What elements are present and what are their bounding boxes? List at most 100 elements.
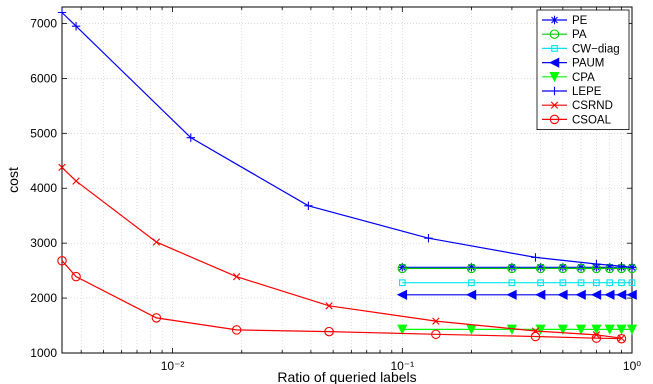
data-point <box>431 329 441 340</box>
legend-label: CW−diag <box>572 43 620 55</box>
data-point <box>575 324 587 335</box>
data-point <box>591 324 602 335</box>
y-tick-label: 7000 <box>30 16 57 30</box>
y-axis-label: cost <box>5 167 21 193</box>
data-point <box>507 263 517 272</box>
data-point <box>71 22 81 31</box>
data-point <box>186 133 195 142</box>
legend-entry: CSRND <box>542 100 613 112</box>
y-tick-label: 3000 <box>30 236 57 250</box>
legend-box <box>536 9 630 130</box>
data-point <box>468 279 475 287</box>
series-7 <box>57 255 627 344</box>
data-point <box>232 272 241 281</box>
data-point <box>590 289 602 300</box>
data-point <box>592 331 601 339</box>
legend-marker <box>550 15 559 25</box>
data-point <box>57 8 67 17</box>
data-point <box>325 302 333 310</box>
data-point <box>466 289 477 300</box>
legend-entry: CW−diag <box>542 43 620 55</box>
data-point <box>559 279 567 287</box>
data-point <box>604 263 615 274</box>
data-point <box>397 263 408 274</box>
data-point <box>57 255 67 266</box>
data-point <box>398 263 407 272</box>
legend-marker <box>549 72 560 83</box>
x-tick-label: 10⁰ <box>623 359 641 373</box>
data-point <box>575 289 586 300</box>
series-0 <box>398 263 637 272</box>
x-tick-label: 10⁻² <box>161 359 185 373</box>
data-point <box>71 271 81 282</box>
data-point <box>627 263 637 272</box>
data-point <box>618 279 625 287</box>
legend-label: CSOAL <box>572 114 612 126</box>
data-point <box>535 289 546 300</box>
series-2 <box>398 279 636 287</box>
y-tick-label: 1000 <box>30 346 57 360</box>
legend-label: PA <box>572 29 587 41</box>
legend-entry: CSOAL <box>542 114 612 126</box>
data-point <box>628 279 636 287</box>
data-point <box>604 324 615 335</box>
data-point <box>591 333 602 343</box>
data-point <box>324 326 334 337</box>
y-tick-label: 6000 <box>30 71 57 85</box>
legend-marker <box>550 101 559 109</box>
legend-marker <box>549 29 560 39</box>
data-point <box>151 313 162 323</box>
data-point <box>558 263 568 272</box>
x-axis-label: Ratio of queried labels <box>277 369 416 384</box>
series-5 <box>57 8 637 272</box>
data-point <box>606 279 614 287</box>
data-point <box>396 289 408 300</box>
data-point <box>231 325 242 335</box>
data-point <box>616 333 627 344</box>
legend-entry: LEPE <box>542 86 602 98</box>
legend-marker <box>551 45 558 52</box>
data-point <box>605 263 614 272</box>
legend-label: CPA <box>572 72 595 84</box>
series-3 <box>396 289 637 300</box>
data-point <box>432 317 440 325</box>
legend-marker <box>550 86 559 96</box>
data-point <box>152 238 161 246</box>
data-point <box>531 253 540 262</box>
legend-label: CSRND <box>572 100 613 112</box>
y-tick-label: 4000 <box>30 181 57 195</box>
data-point <box>535 263 546 274</box>
series-1 <box>397 263 637 274</box>
data-point <box>557 289 568 300</box>
legend-label: LEPE <box>572 86 602 98</box>
data-point <box>508 279 516 287</box>
data-point <box>558 263 568 274</box>
data-point <box>467 263 476 272</box>
legend: PE PA CW−diag PAUM CPA LEPE CSRND CSOAL <box>536 9 630 130</box>
data-point <box>626 289 637 300</box>
legend-entry: PE <box>542 15 588 27</box>
data-point <box>535 324 546 335</box>
legend-marker <box>549 114 560 125</box>
data-point <box>616 289 627 300</box>
series-line <box>61 260 622 340</box>
data-point <box>592 259 601 269</box>
y-tick-label: 2000 <box>30 291 57 305</box>
data-point <box>466 263 477 274</box>
data-point <box>593 279 600 287</box>
legend-label: PE <box>572 15 588 27</box>
data-point <box>72 177 80 185</box>
data-point <box>397 324 408 335</box>
data-point <box>536 263 545 272</box>
y-tick-label: 5000 <box>30 126 57 140</box>
data-point <box>530 331 541 342</box>
axes: 1000 2000 3000 4000 5000 6000 7000 10⁻² 10⁻¹ 10⁰ <box>30 7 641 373</box>
plot-area <box>57 8 638 344</box>
plot-frame <box>61 6 633 354</box>
legend-marker <box>549 57 560 68</box>
data-point <box>398 279 406 287</box>
data-point <box>576 263 586 272</box>
data-point <box>557 324 568 335</box>
data-point <box>604 289 615 300</box>
